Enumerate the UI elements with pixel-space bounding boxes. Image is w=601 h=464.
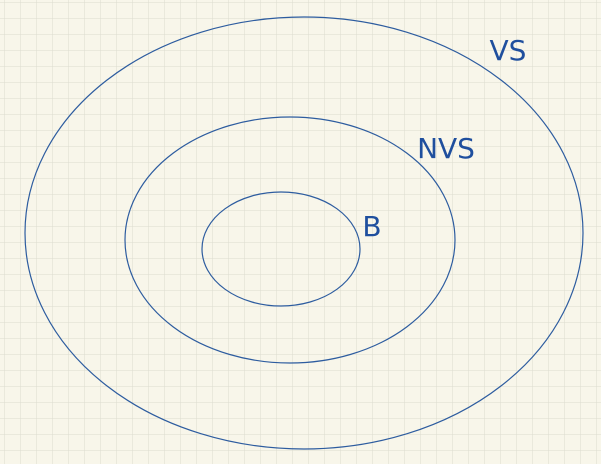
set-label: B: [362, 210, 381, 243]
set-label: VS: [490, 34, 527, 67]
middle-set: [124, 116, 456, 364]
inner-set: [201, 191, 361, 307]
outer-set: [24, 16, 584, 450]
set-label: NVS: [417, 132, 475, 165]
